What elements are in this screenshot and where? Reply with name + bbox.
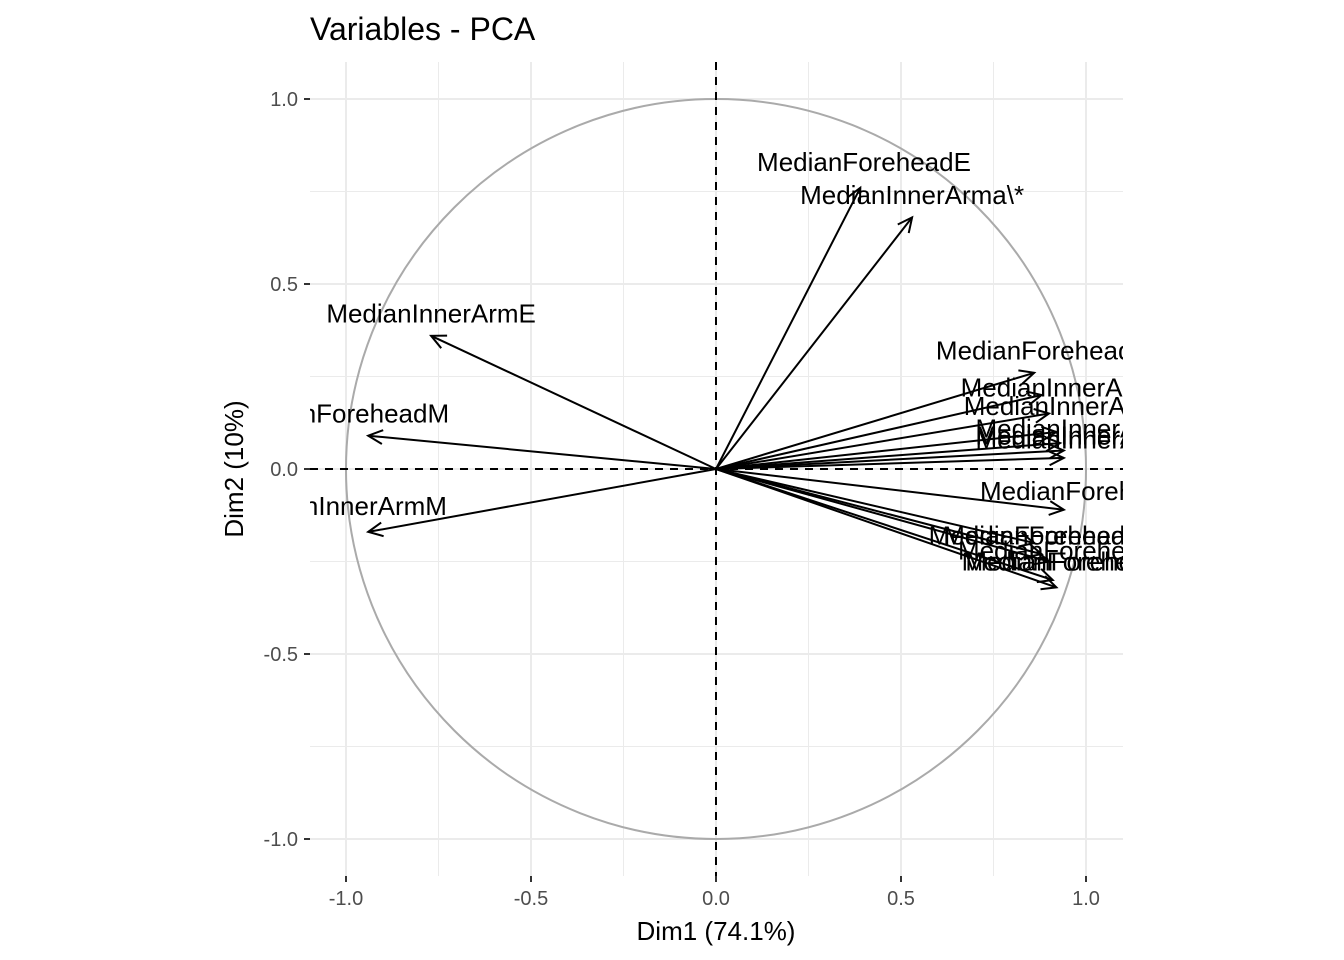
- variable-label: MedianForehea: [962, 547, 1145, 577]
- arrowhead-MedianInnerA_4: [1048, 443, 1067, 460]
- variable-label: MedianInnerA: [975, 413, 1138, 443]
- arrowhead-MedianForehe: [1048, 500, 1067, 516]
- variable-label: anForeheadM: [287, 399, 449, 429]
- variable-label: MedianForeheadn: [929, 521, 1140, 551]
- arrow-MedianForeheadM: [368, 434, 717, 470]
- variable-label: MedianInnerA: [975, 424, 1138, 454]
- variable-label: anInnerArmM: [289, 491, 447, 521]
- arrowhead-MedianInnerArma: [897, 215, 914, 234]
- x-axis-ticks: -1.0 -0.5 0.0 0.5 1.0: [329, 876, 1100, 910]
- arrowhead-MedianInnerA: [1025, 390, 1044, 406]
- arrowhead-MedianForeheadE: [846, 185, 862, 204]
- arrow-MedianInnerA_4: [715, 449, 1064, 470]
- y-tick-label: -0.5: [264, 644, 298, 666]
- variable-label: MedianInnerA: [975, 421, 1138, 451]
- arrow-MedianInnerA: [715, 394, 1042, 470]
- arrowhead-MedianInnerAr: [1033, 408, 1052, 424]
- variable-label: MedianForehea: [958, 535, 1141, 565]
- y-axis-title: Dim2 (10%): [219, 400, 249, 537]
- y-axis-ticks: -1.0 -0.5 0.0 0.5 1.0: [264, 89, 310, 851]
- arrow-MedianInnerAr: [715, 412, 1050, 470]
- arrowhead-MedianInnerA_5: [1048, 450, 1067, 467]
- x-tick-label: 0.5: [887, 888, 915, 910]
- arrow-MedianForehe: [715, 468, 1064, 511]
- x-tick-label: 0.0: [702, 888, 730, 910]
- arrow-MedianInnerA_5: [715, 456, 1064, 470]
- x-tick-label: 1.0: [1072, 888, 1100, 910]
- arrow-MedianForehea: [715, 468, 1050, 563]
- arrowhead-MedianForehead: [1018, 369, 1037, 385]
- variable-label: MedianForeheadE: [757, 147, 971, 177]
- variable-label: MedianForehead: [943, 521, 1140, 551]
- arrow-MedianForeheadE: [715, 187, 862, 470]
- variable-label: MedianForehe: [980, 476, 1148, 506]
- arrowhead-MedianInnerA_3: [1044, 436, 1063, 452]
- arrow-MedianForeheadn: [715, 468, 1035, 544]
- arrowhead-MedianForehea_3: [1040, 575, 1059, 591]
- variable-label: MedianInnerAr: [964, 391, 1135, 421]
- arrow-MedianInnerArmE: [430, 334, 717, 470]
- variable-label: MedianInnerA: [975, 421, 1138, 451]
- y-tick-label: 0.0: [270, 459, 298, 481]
- arrow-MedianInnerA_2: [715, 431, 1057, 470]
- arrowhead-MedianInnerArmE: [429, 334, 448, 349]
- arrow-MedianInnerArmM: [368, 468, 717, 533]
- variable-label: MedianForehead: [936, 336, 1133, 366]
- y-tick-label: 1.0: [270, 89, 298, 111]
- variable-label: MedianInnerA: [961, 373, 1124, 403]
- chart-title: Variables - PCA: [310, 11, 536, 47]
- x-axis-title: Dim1 (74.1%): [637, 916, 796, 946]
- y-tick-label: -1.0: [264, 829, 298, 851]
- arrowhead-MedianForeheadn: [1018, 532, 1037, 548]
- variable-arrows: [365, 185, 1067, 591]
- variable-label: MedianForehea: [965, 547, 1148, 577]
- arrowhead-MedianInnerArmM: [365, 521, 384, 538]
- arrow-MedianInnerA_3: [715, 442, 1061, 470]
- y-tick-label: 0.5: [270, 274, 298, 296]
- arrowhead-MedianForehea: [1033, 550, 1052, 566]
- variable-label: MedianInnerArmE: [326, 299, 536, 329]
- x-tick-label: -1.0: [329, 888, 363, 910]
- arrow-MedianInnerArma: [715, 216, 913, 470]
- arrow-MedianForehea_3: [715, 468, 1057, 589]
- x-tick-label: -0.5: [514, 888, 548, 910]
- arrow-MedianForehead: [715, 371, 1035, 470]
- arrowhead-MedianForeheadM: [365, 429, 384, 445]
- variable-label: MedianInnerArma\*: [800, 180, 1024, 210]
